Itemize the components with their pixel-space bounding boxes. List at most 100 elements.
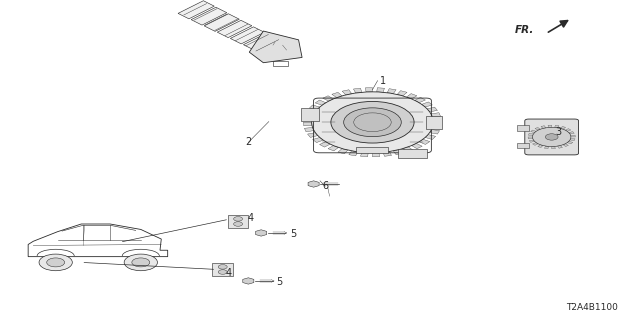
Text: 6: 6 — [322, 181, 328, 191]
Polygon shape — [319, 142, 330, 147]
Polygon shape — [257, 40, 289, 56]
Polygon shape — [545, 146, 548, 149]
Text: FR.: FR. — [515, 25, 534, 36]
Polygon shape — [548, 125, 552, 127]
Bar — [517, 125, 529, 131]
Polygon shape — [323, 96, 333, 101]
Text: 2: 2 — [245, 137, 252, 148]
Circle shape — [124, 254, 157, 271]
Polygon shape — [552, 147, 556, 149]
Circle shape — [47, 258, 65, 267]
Polygon shape — [178, 1, 214, 19]
Polygon shape — [305, 110, 316, 115]
Polygon shape — [433, 124, 442, 128]
Text: 1: 1 — [380, 76, 386, 86]
Text: T2A4B1100: T2A4B1100 — [566, 303, 618, 312]
Polygon shape — [393, 149, 403, 155]
Polygon shape — [427, 107, 437, 112]
Polygon shape — [529, 140, 534, 142]
Circle shape — [218, 270, 227, 274]
Polygon shape — [243, 278, 254, 284]
Circle shape — [331, 101, 414, 143]
Polygon shape — [406, 93, 417, 99]
Circle shape — [218, 265, 227, 269]
Polygon shape — [397, 91, 407, 96]
Polygon shape — [538, 145, 543, 148]
Polygon shape — [433, 119, 442, 122]
Polygon shape — [191, 7, 227, 25]
Polygon shape — [305, 127, 314, 132]
Polygon shape — [422, 102, 433, 107]
Polygon shape — [569, 132, 574, 134]
Polygon shape — [377, 88, 385, 92]
Bar — [517, 143, 529, 148]
Polygon shape — [415, 97, 426, 103]
Polygon shape — [342, 90, 352, 95]
Bar — [356, 147, 388, 154]
Bar — [301, 108, 319, 121]
Polygon shape — [528, 137, 532, 139]
Polygon shape — [535, 127, 540, 130]
Polygon shape — [563, 144, 568, 147]
Polygon shape — [531, 130, 536, 132]
Polygon shape — [250, 31, 302, 63]
Polygon shape — [431, 113, 440, 117]
Text: 5: 5 — [290, 228, 296, 239]
Circle shape — [234, 222, 243, 226]
Polygon shape — [303, 116, 312, 120]
Polygon shape — [570, 139, 575, 140]
Polygon shape — [541, 126, 546, 128]
Polygon shape — [312, 138, 323, 142]
Polygon shape — [412, 143, 422, 149]
Polygon shape — [567, 141, 573, 144]
Circle shape — [545, 134, 558, 140]
Circle shape — [344, 108, 401, 137]
Polygon shape — [308, 181, 319, 187]
Polygon shape — [338, 148, 348, 154]
Polygon shape — [315, 100, 326, 105]
Polygon shape — [332, 92, 342, 98]
Polygon shape — [303, 122, 312, 126]
Polygon shape — [425, 135, 436, 140]
Polygon shape — [419, 139, 430, 144]
Bar — [398, 149, 427, 158]
Text: 3: 3 — [555, 127, 561, 137]
Polygon shape — [230, 27, 264, 44]
Polygon shape — [532, 143, 538, 145]
Polygon shape — [243, 33, 277, 50]
Circle shape — [234, 217, 243, 221]
Text: 4: 4 — [248, 213, 254, 223]
Bar — [228, 215, 248, 228]
Polygon shape — [217, 20, 252, 38]
Text: 5: 5 — [276, 277, 282, 287]
Polygon shape — [555, 125, 559, 128]
Polygon shape — [429, 130, 440, 134]
FancyBboxPatch shape — [525, 119, 579, 155]
Circle shape — [39, 254, 72, 271]
Polygon shape — [387, 89, 396, 94]
Polygon shape — [349, 151, 358, 156]
Polygon shape — [328, 146, 339, 151]
Polygon shape — [528, 133, 533, 135]
Polygon shape — [372, 152, 380, 157]
Polygon shape — [383, 151, 392, 156]
Circle shape — [132, 258, 150, 267]
Text: 4: 4 — [226, 268, 232, 278]
Polygon shape — [204, 14, 239, 31]
Circle shape — [532, 127, 571, 147]
Bar — [273, 61, 288, 67]
Bar — [426, 116, 442, 129]
Polygon shape — [255, 230, 267, 236]
Polygon shape — [557, 146, 563, 148]
Polygon shape — [561, 126, 566, 129]
Polygon shape — [353, 88, 362, 93]
Circle shape — [312, 92, 433, 153]
Polygon shape — [309, 105, 320, 110]
Polygon shape — [365, 88, 372, 92]
Polygon shape — [360, 152, 368, 157]
Bar — [212, 263, 233, 276]
Polygon shape — [571, 135, 575, 137]
Polygon shape — [565, 129, 571, 131]
Polygon shape — [403, 147, 413, 152]
Polygon shape — [308, 132, 318, 137]
